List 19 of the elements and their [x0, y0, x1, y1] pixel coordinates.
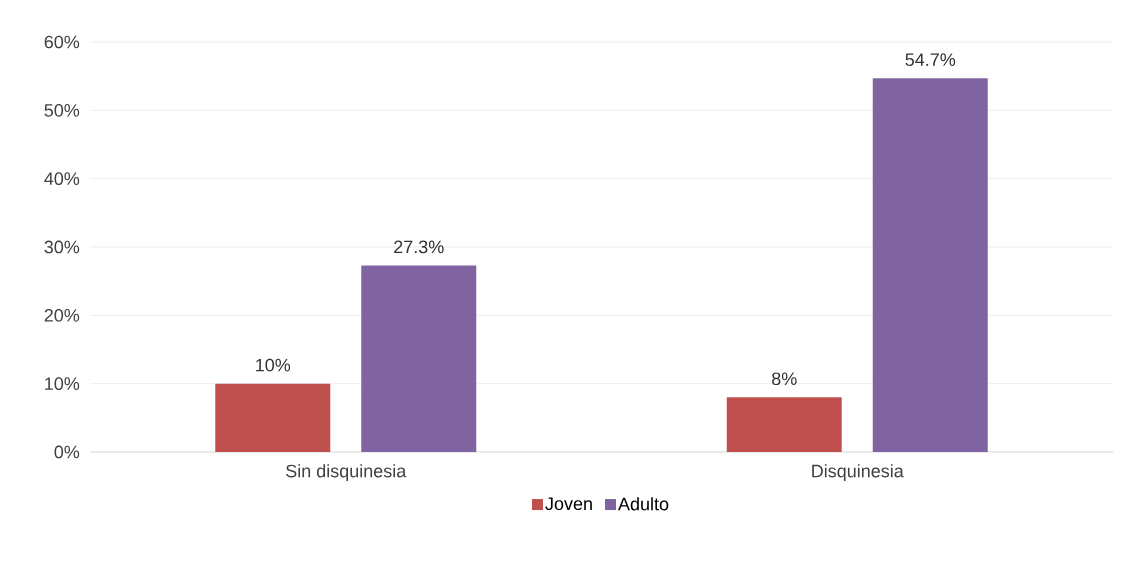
legend-label: Adulto — [618, 497, 669, 511]
bar — [726, 397, 842, 452]
bar — [361, 265, 477, 452]
legend-label: Joven — [545, 497, 592, 511]
y-tick-label: 60% — [44, 35, 80, 49]
y-tick-label: 40% — [44, 172, 80, 186]
bar — [215, 383, 331, 452]
data-label: 10% — [256, 358, 291, 372]
y-tick-label: 0% — [54, 445, 80, 459]
y-tick-label: 50% — [44, 103, 80, 117]
y-tick-label: 30% — [44, 240, 80, 254]
x-tick-label: Sin disquinesia — [286, 464, 407, 481]
data-label: 27.3% — [394, 240, 444, 254]
bar — [872, 78, 988, 452]
y-tick-label: 20% — [44, 308, 80, 322]
x-tick-label: Disquinesia — [812, 464, 904, 481]
y-tick-label: 10% — [45, 377, 80, 391]
data-label: 8% — [772, 372, 797, 386]
data-label: 54.7% — [905, 53, 956, 67]
